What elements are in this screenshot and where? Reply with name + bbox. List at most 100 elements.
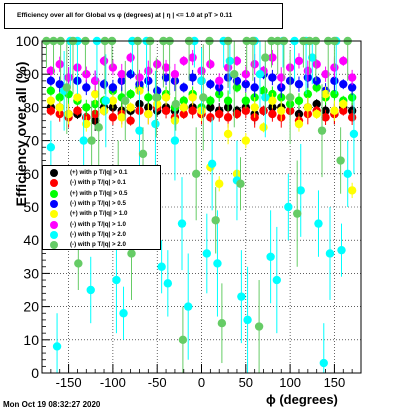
y-tick-label: 0	[31, 365, 39, 381]
chart-title: Efficiency over all for Global vs φ (deg…	[17, 12, 233, 19]
data-point	[232, 76, 242, 86]
data-point	[294, 79, 304, 89]
data-point	[86, 285, 95, 295]
y-tick-label: 20	[23, 299, 39, 315]
data-point	[294, 96, 304, 105]
data-point	[294, 56, 304, 66]
data-point	[199, 93, 208, 102]
data-point	[179, 96, 188, 105]
data-point	[237, 292, 246, 301]
data-point	[268, 96, 277, 105]
data-point	[337, 245, 346, 255]
data-point	[303, 103, 313, 112]
data-point	[206, 60, 215, 69]
y-tick-label: 30	[23, 265, 39, 281]
data-point	[184, 302, 193, 311]
data-point	[303, 89, 313, 99]
data-point	[82, 103, 91, 112]
data-point	[308, 53, 317, 62]
data-point	[99, 56, 109, 66]
data-point	[336, 156, 345, 165]
data-point	[277, 73, 286, 82]
data-point	[206, 103, 215, 112]
data-point	[94, 123, 103, 132]
data-point	[46, 143, 56, 152]
data-point	[46, 86, 56, 96]
y-tick-label: 90	[23, 66, 39, 82]
data-point	[272, 275, 282, 285]
data-point	[117, 70, 126, 79]
data-point	[144, 66, 153, 76]
data-point	[339, 56, 348, 66]
legend-label: (-) with p T/|q| > 1.0	[70, 220, 126, 228]
chart-legend: (+) with p T/|q| > 0.1 (-) with p T/|q| >…	[42, 165, 161, 250]
data-point	[325, 249, 335, 258]
data-point	[349, 129, 359, 139]
data-point	[197, 76, 206, 86]
data-point	[254, 322, 264, 331]
legend-entry: (+) with p T/|q| > 0.1	[43, 168, 160, 178]
data-point	[52, 342, 62, 351]
data-point	[179, 103, 188, 112]
data-point	[152, 60, 162, 69]
data-point	[314, 219, 323, 228]
data-point	[223, 96, 233, 105]
data-point	[232, 109, 242, 119]
data-point	[178, 335, 188, 344]
data-point	[236, 179, 245, 188]
data-point	[206, 79, 215, 89]
data-point	[161, 93, 171, 102]
data-point	[126, 53, 135, 62]
data-point	[179, 83, 188, 92]
data-point	[55, 60, 64, 69]
data-point	[112, 275, 121, 285]
data-point	[55, 103, 64, 112]
data-point	[73, 106, 82, 115]
data-point	[243, 315, 252, 325]
y-tick-label: 80	[23, 99, 39, 115]
legend-label: (-) with p T/|q| > 2.0	[70, 230, 126, 238]
x-tick-label: -150	[56, 375, 82, 390]
data-point	[223, 113, 233, 122]
data-point	[319, 358, 328, 368]
data-point	[74, 259, 83, 268]
data-point	[161, 73, 171, 82]
data-point	[138, 149, 148, 159]
data-point	[99, 79, 109, 89]
data-point	[126, 116, 135, 125]
y-tick-label: 70	[23, 133, 39, 149]
data-point	[259, 106, 268, 115]
legend-entry: (+) with p T/|q| > 1.0	[43, 209, 160, 219]
data-point	[73, 93, 82, 102]
data-point	[277, 106, 286, 115]
data-point	[170, 136, 180, 145]
data-point	[179, 109, 188, 119]
data-point	[330, 76, 339, 86]
legend-entry: (+) with p T/|q| > 0.5	[43, 189, 160, 199]
legend-label: (-) with p T/|q| > 0.1	[70, 179, 126, 187]
data-point	[108, 83, 118, 92]
data-point	[312, 109, 321, 119]
data-point	[294, 119, 304, 129]
data-point	[241, 106, 251, 115]
y-tick-label: 10	[23, 332, 39, 348]
data-point	[64, 73, 73, 82]
x-tick-label: 100	[279, 375, 301, 390]
data-point	[217, 319, 227, 328]
data-point	[163, 279, 173, 288]
data-point	[90, 89, 100, 99]
legend-label: (-) with p T/|q| > 0.5	[70, 199, 126, 207]
data-point	[161, 106, 171, 115]
data-point	[62, 83, 72, 92]
data-point	[152, 93, 161, 102]
data-point	[213, 259, 222, 268]
data-point	[108, 96, 118, 105]
data-point	[171, 99, 181, 109]
data-point	[191, 169, 201, 178]
x-tick-label: 150	[324, 375, 346, 390]
y-tick-label: 60	[23, 166, 39, 182]
data-point	[330, 106, 339, 115]
data-point	[339, 106, 348, 115]
data-point	[99, 106, 109, 115]
data-point	[241, 79, 251, 89]
